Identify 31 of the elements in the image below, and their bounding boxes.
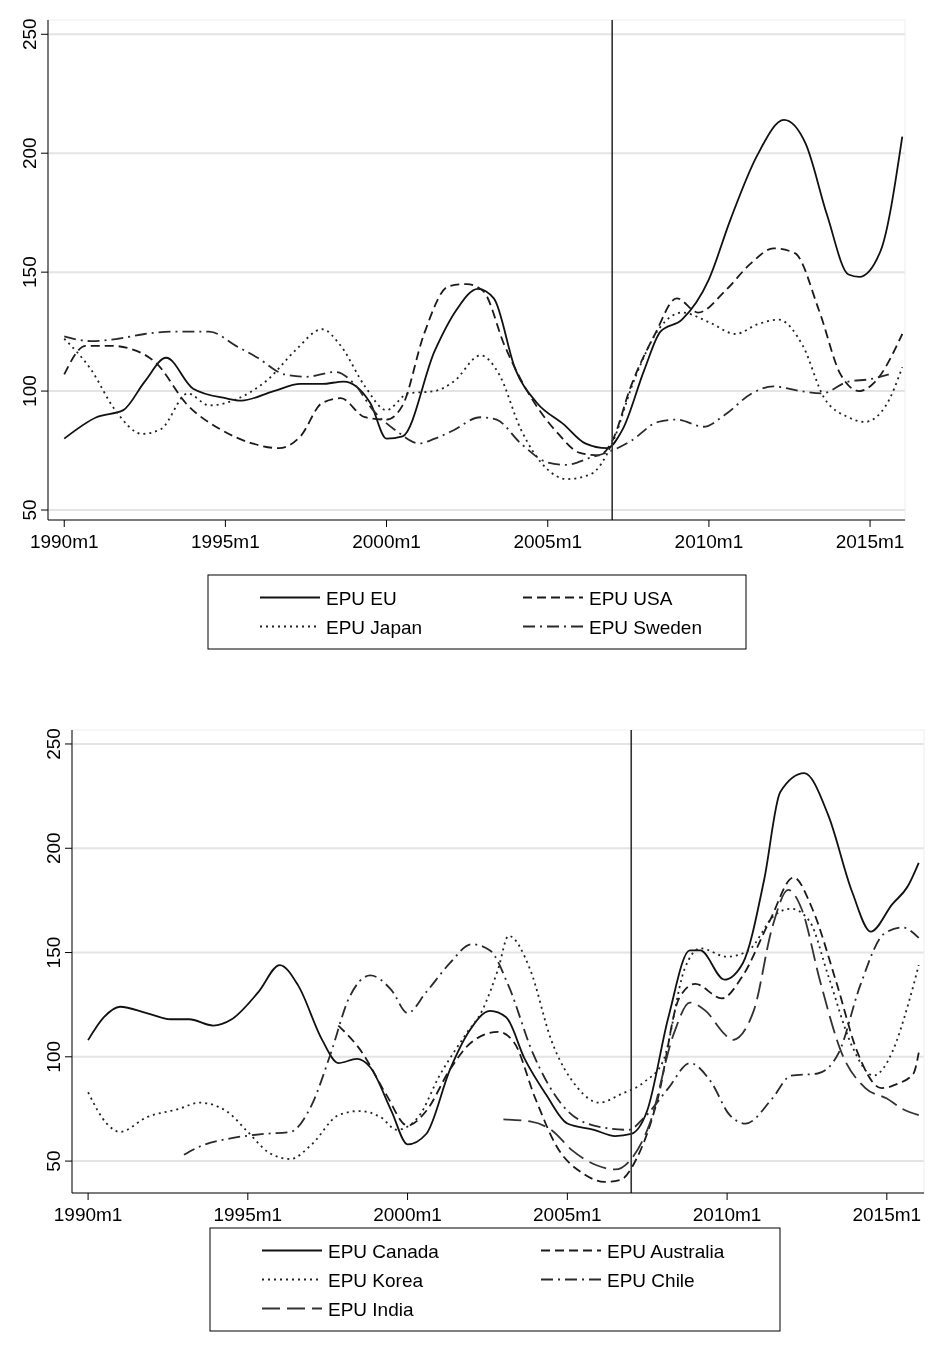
x-tick-label: 2010m1 xyxy=(674,531,744,552)
x-tick-label: 2010m1 xyxy=(692,1204,762,1225)
x-tick-label: 2015m1 xyxy=(852,1204,922,1225)
y-tick-label: 200 xyxy=(19,137,40,170)
x-tick-label: 2005m1 xyxy=(533,1204,602,1225)
y-tick-label: 150 xyxy=(19,256,40,288)
legend-label: EPU Australia xyxy=(607,1240,725,1262)
legend-label: EPU Canada xyxy=(328,1240,440,1262)
legend-label: EPU EU xyxy=(326,587,397,609)
legend-label: EPU Sweden xyxy=(589,616,703,638)
legend-label: EPU Japan xyxy=(326,616,423,638)
legend-label: EPU Korea xyxy=(328,1269,424,1291)
x-tick-label: 1995m1 xyxy=(191,531,260,552)
x-tick-label: 2015m1 xyxy=(835,531,905,552)
x-tick-label: 2000m1 xyxy=(352,531,421,552)
legend-label: EPU USA xyxy=(589,587,673,609)
x-tick-label: 2005m1 xyxy=(513,531,583,552)
y-tick-label: 50 xyxy=(43,1150,64,1172)
y-tick-label: 50 xyxy=(19,499,40,521)
x-tick-label: 2000m1 xyxy=(373,1204,442,1225)
y-tick-label: 200 xyxy=(43,832,64,865)
y-tick-label: 250 xyxy=(43,728,64,760)
x-tick-label: 1990m1 xyxy=(53,1204,123,1225)
x-tick-label: 1990m1 xyxy=(29,531,99,552)
y-tick-label: 250 xyxy=(19,18,40,51)
legend-label: EPU India xyxy=(328,1298,414,1320)
legend-label: EPU Chile xyxy=(607,1269,695,1291)
y-tick-label: 150 xyxy=(43,936,64,969)
y-tick-label: 100 xyxy=(19,375,40,407)
y-tick-label: 100 xyxy=(43,1040,64,1073)
x-tick-label: 1995m1 xyxy=(213,1204,283,1225)
